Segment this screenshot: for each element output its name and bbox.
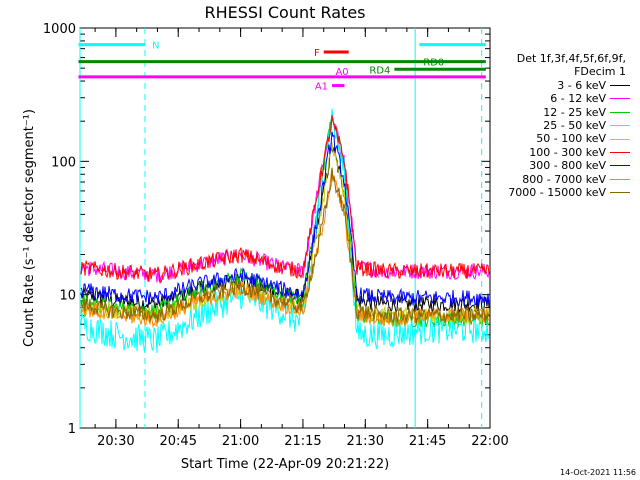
legend-item: 7000 - 15000 keV: [480, 186, 632, 199]
legend-item-label: 3 - 6 keV: [557, 78, 606, 92]
legend: Det 1f,3f,4f,5f,6f,9f, FDecim 1 3 - 6 ke…: [480, 52, 632, 199]
legend-item-label: 300 - 800 keV: [529, 159, 606, 173]
x-tick-label: 20:45: [160, 434, 197, 449]
legend-swatch: [610, 192, 630, 194]
y-tick-label: 1: [68, 422, 76, 437]
status-bar-label: A0: [335, 67, 348, 78]
legend-item: 25 - 50 keV: [480, 119, 632, 132]
legend-title-line-1: Det 1f,3f,4f,5f,6f,9f,: [516, 52, 626, 65]
x-tick-label: 21:15: [284, 434, 321, 449]
x-tick-label: 21:00: [222, 434, 259, 449]
legend-item-label: 7000 - 15000 keV: [508, 185, 606, 199]
legend-title-line-2: FDecim 1: [574, 65, 626, 79]
legend-swatch: [610, 85, 630, 86]
legend-item: 300 - 800 keV: [480, 159, 632, 172]
x-tick-label: 20:30: [97, 434, 134, 449]
legend-item-label: 800 - 7000 keV: [522, 172, 606, 186]
x-tick-label: 21:45: [409, 434, 446, 449]
plot-frame: [79, 27, 491, 429]
legend-swatch: [610, 138, 630, 140]
series-line: [80, 112, 490, 285]
series-line: [80, 115, 490, 283]
x-tick-label: 22:00: [471, 434, 508, 449]
status-bar-label: RD4: [369, 65, 390, 76]
legend-item: 3 - 6 keV: [480, 79, 632, 92]
series-line: [80, 131, 490, 307]
legend-swatch: [610, 98, 630, 100]
legend-item-label: 25 - 50 keV: [543, 118, 606, 132]
footer-timestamp: 14-Oct-2021 11:56: [560, 468, 636, 477]
legend-item-label: 6 - 12 keV: [550, 92, 606, 106]
y-tick-label: 1000: [43, 22, 76, 37]
y-axis-label: Count Rate (s⁻¹ detector segment⁻¹): [22, 109, 37, 347]
legend-swatch: [610, 165, 630, 167]
series-line: [80, 167, 490, 324]
x-tick-label: 21:30: [347, 434, 384, 449]
legend-item: 100 - 300 keV: [480, 146, 632, 159]
legend-item-label: 100 - 300 keV: [529, 145, 606, 159]
legend-item: 6 - 12 keV: [480, 92, 632, 105]
legend-item-label: 12 - 25 keV: [543, 105, 606, 119]
legend-item: 50 - 100 keV: [480, 132, 632, 145]
status-bar-label: F: [314, 48, 320, 59]
status-bar-label: N: [152, 41, 159, 52]
y-tick-label: 100: [51, 155, 76, 170]
status-bar-label: RD0: [423, 58, 444, 69]
series-line: [80, 108, 490, 354]
legend-swatch: [610, 111, 630, 113]
legend-swatch: [610, 125, 630, 127]
x-axis-label: Start Time (22-Apr-09 20:21:22): [181, 457, 389, 472]
legend-item-label: 50 - 100 keV: [536, 132, 606, 146]
legend-swatch: [610, 151, 630, 153]
legend-swatch: [610, 178, 630, 180]
chart-title: RHESSI Count Rates: [205, 3, 366, 22]
legend-item: 12 - 25 keV: [480, 106, 632, 119]
legend-item: 800 - 7000 keV: [480, 173, 632, 186]
y-tick-label: 10: [59, 289, 76, 304]
status-bar-label: A1: [315, 82, 328, 93]
